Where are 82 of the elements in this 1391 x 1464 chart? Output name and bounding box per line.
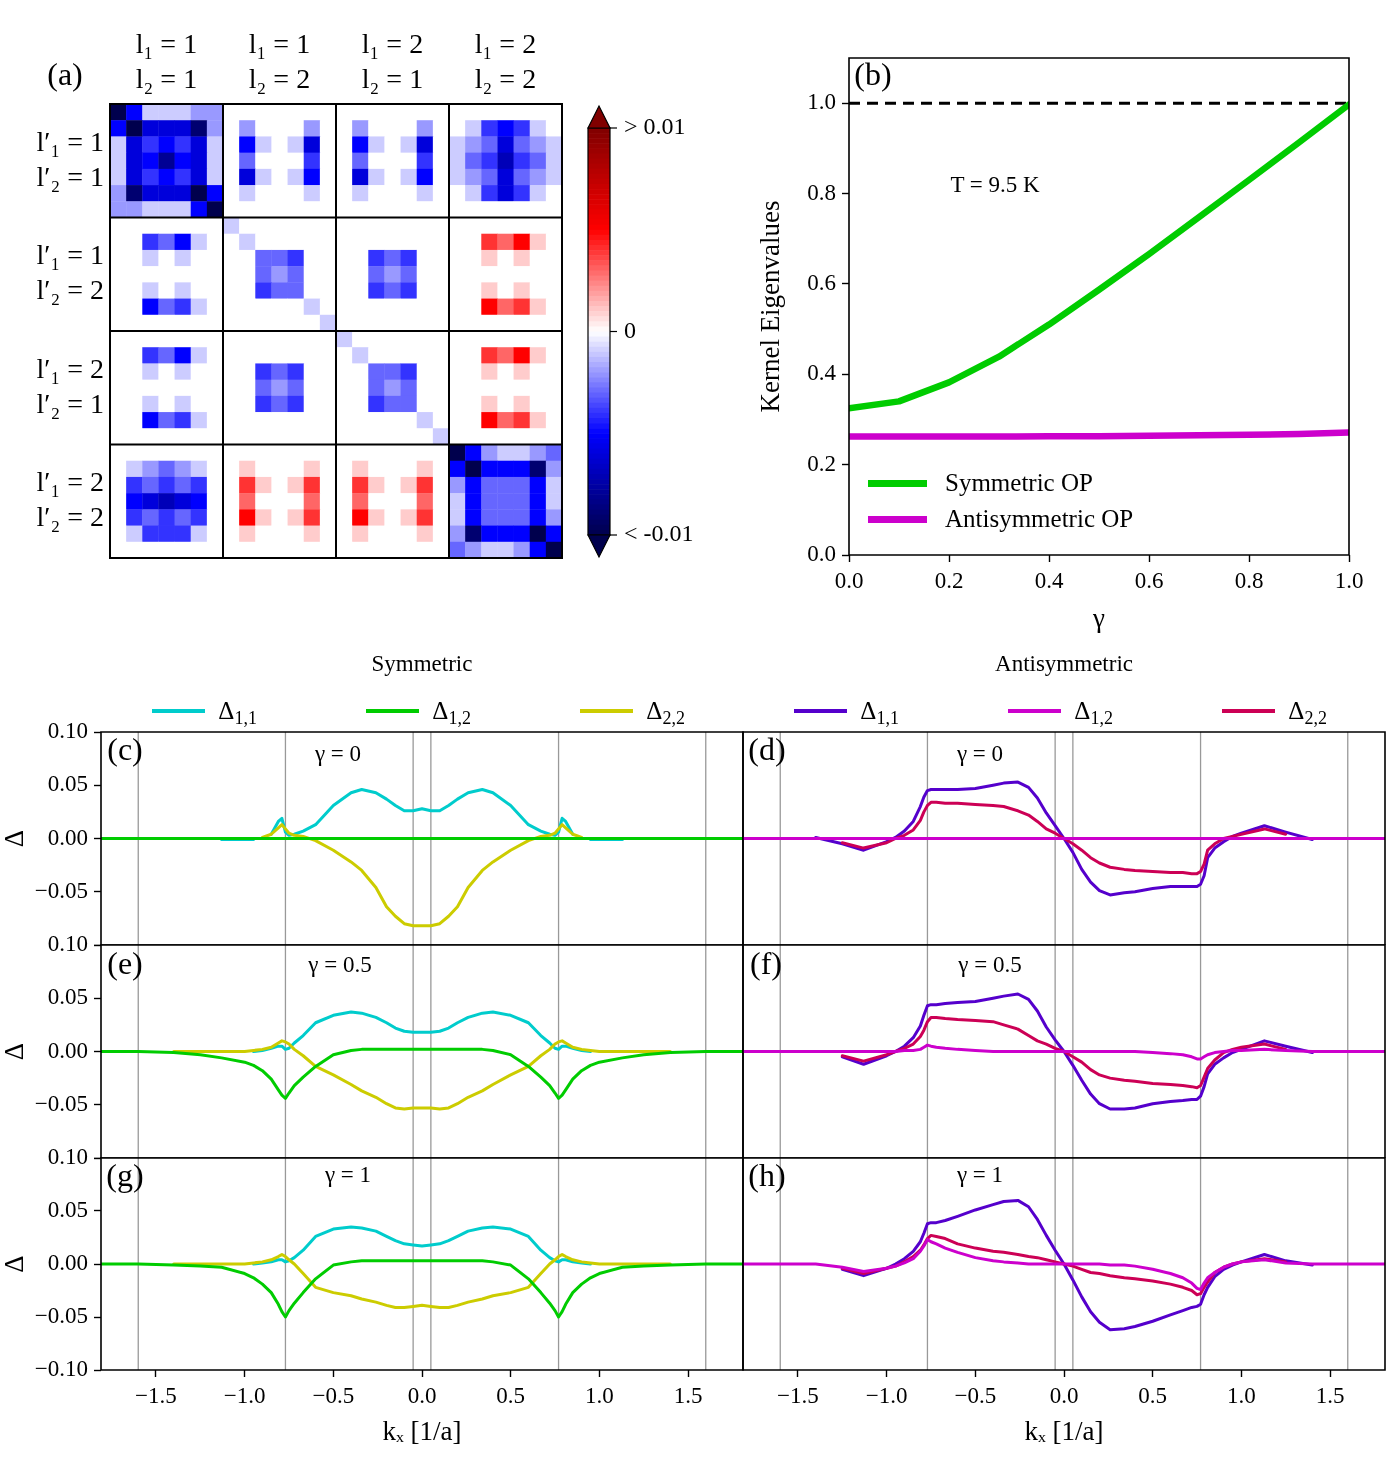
y-tick-label: 0.2 (807, 450, 836, 476)
y-tick-label: 0.00 (47, 824, 88, 850)
y-tick-label: 0.05 (47, 771, 88, 797)
x-axis-title: γ (1092, 603, 1106, 634)
legend-label: Δ$_{2,2}$ (1288, 697, 1327, 729)
annotation: γ = 0 (313, 741, 362, 767)
legend-label: Δ$_{1,2}$ (432, 697, 471, 729)
y-tick-label: 0.05 (47, 984, 88, 1010)
x-tick-label: −1.5 (777, 1382, 819, 1408)
x-tick-label: 0.6 (1134, 567, 1164, 593)
y-tick-label: 0.10 (47, 1144, 88, 1170)
color-bar-label: < -0.01 (624, 520, 694, 547)
x-tick-label: −1.5 (135, 1382, 177, 1408)
y-tick-label: l′₁ = 2 l′₂ = 2 (36, 466, 104, 533)
annotation: γ = 0 (955, 741, 1004, 767)
annotation: (g) (106, 1157, 144, 1194)
color-bar-label: > 0.01 (624, 113, 686, 140)
y-tick-label: l′₁ = 1 l′₂ = 2 (36, 239, 104, 306)
legend-label: Antisymmetric OP (945, 505, 1134, 533)
y-tick-label: 1.0 (807, 89, 836, 115)
legend-label: Δ$_{1,1}$ (860, 697, 899, 729)
annotation: (b) (854, 56, 892, 93)
x-tick-label: l₁ = 2 l₂ = 2 (474, 27, 537, 94)
chart-title: Antisymmetric (995, 651, 1133, 677)
x-tick-label: l₁ = 2 l₂ = 1 (361, 27, 424, 94)
legend-label: Δ$_{1,2}$ (1074, 697, 1113, 729)
annotation: γ = 1 (955, 1162, 1004, 1188)
x-tick-label: 1.5 (1315, 1382, 1345, 1408)
x-tick-label: 0.0 (407, 1382, 437, 1408)
x-tick-label: 0.8 (1234, 567, 1264, 593)
annotation: T = 9.5 K (950, 172, 1040, 198)
x-axis-title: kₓ [1/a] (382, 1416, 462, 1447)
y-tick-label: 0.8 (807, 179, 836, 205)
y-tick-label: −0.10 (34, 1356, 88, 1382)
x-tick-label: −1.0 (865, 1382, 908, 1408)
x-tick-label: −0.5 (954, 1382, 997, 1408)
y-tick-label: 0.05 (47, 1197, 88, 1223)
legend-label: Δ$_{1,1}$ (218, 697, 257, 729)
text: (a) (47, 56, 83, 93)
annotation: (f) (750, 945, 782, 982)
y-axis-title: Δ (0, 829, 30, 848)
x-tick-label: 0.0 (834, 567, 864, 593)
y-tick-label: l′₁ = 2 l′₂ = 1 (36, 352, 104, 419)
y-tick-label: 0.0 (807, 541, 836, 567)
legend-label: Δ$_{2,2}$ (646, 697, 685, 729)
x-tick-label: 1.5 (673, 1382, 703, 1408)
x-tick-label: 1.0 (1226, 1382, 1256, 1408)
y-axis-title: Δ (0, 1255, 30, 1273)
x-tick-label: 1.0 (1334, 567, 1364, 593)
x-tick-label: −0.5 (312, 1382, 355, 1408)
y-tick-label: 0.10 (47, 718, 88, 744)
chart-title: Symmetric (371, 651, 473, 677)
annotation: γ = 1 (323, 1162, 372, 1188)
annotation: (c) (107, 731, 143, 768)
y-tick-label: l′₁ = 1 l′₂ = 1 (36, 125, 104, 192)
legend-label: Symmetric OP (945, 469, 1093, 497)
x-tick-label: 0.4 (1034, 567, 1064, 593)
x-tick-label: l₁ = 1 l₂ = 2 (248, 27, 311, 94)
y-tick-label: −0.05 (34, 1090, 88, 1116)
annotation: (d) (748, 731, 786, 768)
y-tick-label: −0.05 (34, 1303, 88, 1329)
y-tick-label: 0.00 (47, 1250, 88, 1276)
x-tick-label: 0.0 (1049, 1382, 1079, 1408)
y-tick-label: 0.4 (807, 360, 837, 386)
x-tick-label: l₁ = 1 l₂ = 1 (135, 27, 198, 94)
x-axis-title: kₓ [1/a] (1024, 1416, 1104, 1447)
x-tick-label: 0.5 (1138, 1382, 1168, 1408)
annotation: (h) (748, 1157, 786, 1194)
y-tick-label: −0.05 (34, 877, 88, 903)
annotation: γ = 0.5 (957, 952, 1022, 978)
y-axis-title: Δ (0, 1042, 30, 1061)
y-tick-label: 0.6 (807, 269, 836, 295)
x-tick-label: 1.0 (584, 1382, 614, 1408)
x-tick-label: −1.0 (223, 1382, 266, 1408)
color-bar-label: 0 (624, 316, 636, 343)
x-tick-label: 0.2 (934, 567, 964, 593)
y-tick-label: 0.00 (47, 1037, 88, 1063)
annotation: γ = 0.5 (307, 952, 372, 978)
x-tick-label: 0.5 (496, 1382, 526, 1408)
y-axis-title: Kernel Eigenvalues (755, 200, 786, 413)
y-tick-label: 0.10 (47, 931, 88, 957)
annotation: (e) (107, 945, 143, 982)
